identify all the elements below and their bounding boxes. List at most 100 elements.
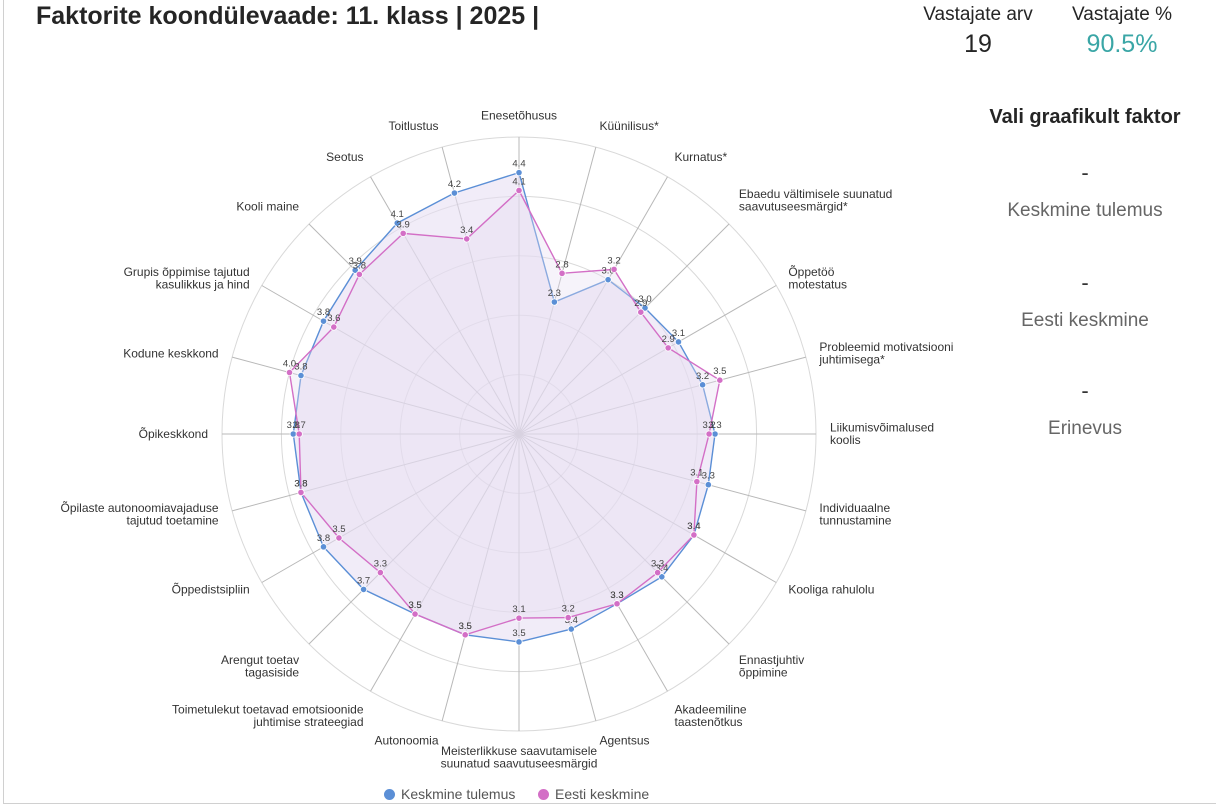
series-1-point[interactable] xyxy=(658,573,666,581)
series-1-point[interactable] xyxy=(515,169,523,177)
series-2-point[interactable] xyxy=(613,600,621,608)
series-1-point[interactable] xyxy=(393,219,401,227)
series-2-point[interactable] xyxy=(564,614,572,622)
estonia-mean-value: - xyxy=(1081,270,1089,295)
series-2-value-label: 3.5 xyxy=(332,524,345,535)
legend-marker-series-1 xyxy=(384,788,395,800)
series-2-point[interactable] xyxy=(285,368,294,377)
series-1-value-label: 3.1 xyxy=(672,328,685,339)
series-2-value-label: 3.1 xyxy=(690,468,703,479)
mean-label: Keskmine tulemus xyxy=(1007,200,1163,221)
series-2-value-label: 3.6 xyxy=(327,313,340,324)
series-1-point[interactable] xyxy=(567,625,575,633)
category-label: Ebaedu vältimisele suunatud saavutuseesmä… xyxy=(739,187,892,214)
series-1-point[interactable] xyxy=(550,298,558,306)
respondents-percent-label: Vastajate % xyxy=(1072,4,1172,25)
series-1-value-label: 4.1 xyxy=(391,209,404,220)
series-2-point[interactable] xyxy=(716,376,724,384)
series-2-point[interactable] xyxy=(637,308,645,316)
series-2-value-label: 3.4 xyxy=(460,225,473,236)
series-1-value-label: 3.8 xyxy=(294,478,307,489)
series-1-point[interactable] xyxy=(359,585,368,594)
series-2-value-label: 3.1 xyxy=(512,604,525,615)
series-1-value-label: 3.2 xyxy=(696,371,709,382)
series-1-point[interactable] xyxy=(450,189,459,197)
legend-marker-series-2 xyxy=(538,788,549,800)
category-label: Probleemid motivatsiooni juhtimisega* xyxy=(818,340,953,367)
legend-label-series-1: Keskmine tulemus xyxy=(401,786,516,802)
series-1-point[interactable] xyxy=(319,317,328,325)
category-label: Autonoomia xyxy=(374,733,438,747)
series-2-point[interactable] xyxy=(461,631,469,639)
series-2-value-label: 3.4 xyxy=(687,521,700,532)
series-1-value-label: 3.8 xyxy=(317,533,330,544)
series-2-point[interactable] xyxy=(463,235,471,243)
series-1-value-label: 2.3 xyxy=(548,288,561,299)
estonia-mean-label: Eesti keskmine xyxy=(1021,310,1149,331)
series-2-point[interactable] xyxy=(558,269,566,277)
series-2-point[interactable] xyxy=(610,265,618,273)
series-2-value-label: 3.2 xyxy=(607,255,620,266)
series-1-value-label: 3.3 xyxy=(708,420,721,431)
series-1-point[interactable] xyxy=(641,304,649,312)
series-1-point[interactable] xyxy=(351,266,359,274)
series-2-value-label: 3.5 xyxy=(408,600,421,611)
series-2-point[interactable] xyxy=(330,323,338,331)
category-label: Akadeemiline taastenõtkus xyxy=(675,702,747,729)
series-2-value-label: 3.8 xyxy=(294,478,307,489)
category-label: Agentsus xyxy=(599,733,649,747)
page-title: Faktorite koondülevaade: 11. klass | 202… xyxy=(36,2,540,30)
category-label: Õppedistsipliin xyxy=(172,581,250,596)
series-2-value-label: 3.2 xyxy=(562,604,575,615)
series-2-point[interactable] xyxy=(693,478,701,486)
series-2-value-label: 3.3 xyxy=(651,559,664,570)
series-2-point[interactable] xyxy=(654,569,662,577)
legend-item-series-1[interactable]: Keskmine tulemus xyxy=(384,786,515,802)
category-label: Toitlustus xyxy=(388,119,438,133)
legend-item-series-2[interactable]: Eesti keskmine xyxy=(538,786,649,802)
series-2-point[interactable] xyxy=(411,610,419,618)
series-2-value-label: 3.8 xyxy=(353,260,366,271)
series-1-point[interactable] xyxy=(319,543,328,551)
report-frame xyxy=(3,0,1216,804)
series-2-point[interactable] xyxy=(515,614,523,622)
series-2-point[interactable] xyxy=(335,534,343,542)
respondents-percent-card: Vastajate % 90.5% xyxy=(1062,4,1182,59)
series-2-value-label: 3.9 xyxy=(397,219,410,230)
series-1-point[interactable] xyxy=(699,381,707,389)
series-1-value-label: 3.5 xyxy=(459,621,472,632)
series-1-point[interactable] xyxy=(711,430,719,438)
series-2-point[interactable] xyxy=(376,569,384,577)
series-1-point[interactable] xyxy=(297,371,305,380)
series-2-point[interactable] xyxy=(295,430,303,438)
series-2-point[interactable] xyxy=(705,430,713,438)
category-label: Toimetulekut toetavad emotsioonide juhtim… xyxy=(172,702,364,729)
series-1-point[interactable] xyxy=(704,481,712,489)
category-label: Küünilisus* xyxy=(599,119,659,133)
difference-value: - xyxy=(1081,378,1089,403)
series-1-point[interactable] xyxy=(674,338,683,346)
category-label: Enesetõhusus xyxy=(481,109,557,123)
category-label: Õppetöö motestatus xyxy=(788,264,847,292)
series-2-value-label: 4.1 xyxy=(512,176,525,187)
series-1-point[interactable] xyxy=(515,638,523,646)
category-label: Kodune keskkond xyxy=(123,346,218,360)
series-2-point[interactable] xyxy=(515,186,523,195)
factor-select-title: Vali graafikult faktor xyxy=(989,106,1181,128)
series-2-value-label: 3.5 xyxy=(713,366,726,377)
series-2-point[interactable] xyxy=(297,488,305,497)
series-2-point[interactable] xyxy=(355,270,363,278)
series-1-point[interactable] xyxy=(289,430,297,438)
series-2-point[interactable] xyxy=(399,229,407,237)
series-2-value-label: 2.9 xyxy=(662,334,675,345)
series-2-point[interactable] xyxy=(690,531,698,539)
series-1-point[interactable] xyxy=(604,276,612,284)
series-2-point[interactable] xyxy=(664,344,672,352)
series-2-value-label: 2.8 xyxy=(555,259,568,270)
category-label: Meisterlikkuse saavutamisele suunatud saa… xyxy=(441,744,598,771)
category-label: Grupis õppimise tajutud kasulikkus ja hin… xyxy=(124,265,250,292)
series-1-value-label: 3.5 xyxy=(512,628,525,639)
category-label: Arengut toetav tagasiside xyxy=(221,653,299,680)
category-label: Individuaalne tunnustamine xyxy=(819,501,891,528)
